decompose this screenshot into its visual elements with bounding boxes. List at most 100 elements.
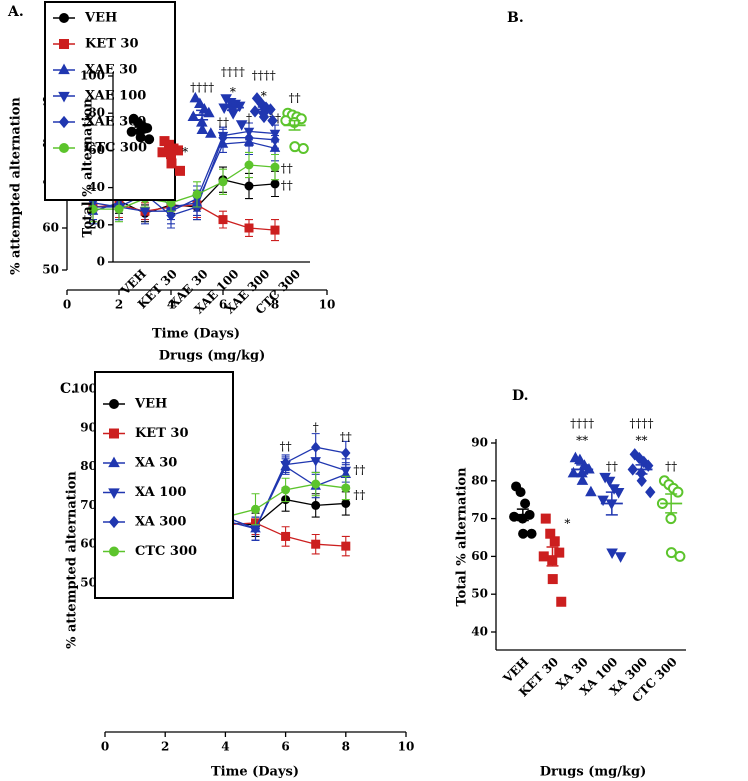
x-tick-label: 10 bbox=[319, 298, 336, 312]
annotation: †††† bbox=[190, 81, 214, 95]
marker bbox=[58, 115, 70, 129]
marker bbox=[643, 459, 654, 472]
marker bbox=[108, 488, 120, 499]
annotation: †† bbox=[217, 116, 229, 130]
marker bbox=[144, 134, 155, 145]
marker bbox=[665, 547, 677, 559]
y-axis-label: % attempted alternation bbox=[9, 97, 24, 275]
error-bar bbox=[165, 144, 178, 154]
annotation: * bbox=[261, 89, 267, 103]
marker bbox=[597, 495, 609, 507]
marker bbox=[189, 91, 202, 103]
marker bbox=[311, 500, 321, 510]
marker bbox=[289, 141, 301, 153]
x-tick-label: 8 bbox=[342, 740, 350, 754]
error-bar bbox=[546, 546, 559, 567]
legend-label: XAE 30 bbox=[85, 63, 137, 78]
marker bbox=[549, 536, 560, 547]
marker bbox=[267, 114, 278, 127]
annotation: †† bbox=[289, 91, 301, 105]
annotation: ** bbox=[636, 434, 648, 448]
series-line bbox=[93, 164, 276, 210]
marker bbox=[672, 486, 684, 498]
marker bbox=[665, 513, 677, 525]
legend-label: XAE 100 bbox=[85, 89, 146, 104]
marker bbox=[109, 428, 119, 439]
marker bbox=[244, 132, 254, 144]
y-tick-label: 90 bbox=[80, 420, 97, 434]
marker bbox=[166, 209, 176, 221]
marker bbox=[280, 457, 291, 469]
marker bbox=[194, 97, 206, 108]
y-tick-label: 40 bbox=[88, 180, 105, 194]
marker bbox=[108, 456, 120, 468]
x-tick-label: 4 bbox=[221, 740, 229, 754]
annotation: * bbox=[564, 516, 570, 530]
annotation: †† bbox=[353, 488, 365, 502]
marker bbox=[574, 453, 586, 465]
marker bbox=[341, 447, 351, 459]
marker bbox=[634, 451, 645, 465]
marker bbox=[250, 523, 261, 535]
legend-label: KET 30 bbox=[135, 426, 189, 441]
marker bbox=[341, 483, 351, 493]
y-tick-label: 60 bbox=[471, 549, 488, 563]
marker bbox=[108, 515, 120, 529]
marker bbox=[114, 204, 124, 214]
marker bbox=[192, 189, 202, 199]
x-tick-label: 2 bbox=[115, 298, 123, 312]
legend-label: CTC 300 bbox=[85, 141, 147, 156]
marker bbox=[603, 476, 616, 488]
error-bar bbox=[196, 109, 209, 121]
y-tick-label: 0 bbox=[97, 255, 105, 269]
x-axis-label: Drugs (mg/kg) bbox=[159, 349, 266, 364]
x-tick-label: 0 bbox=[63, 298, 71, 312]
y-tick-label: 70 bbox=[80, 498, 97, 512]
annotation: †††† bbox=[630, 417, 654, 431]
y-tick-label: 60 bbox=[42, 221, 59, 235]
error-bar bbox=[576, 464, 589, 475]
annotation: * bbox=[230, 85, 236, 99]
annotation: †† bbox=[340, 430, 352, 444]
marker bbox=[520, 498, 531, 509]
x-tick-label: 2 bbox=[161, 740, 169, 754]
legend-label: XA 30 bbox=[135, 456, 177, 471]
annotation: †††† bbox=[252, 69, 276, 83]
marker bbox=[235, 120, 248, 131]
x-tick-label: 6 bbox=[219, 298, 227, 312]
marker bbox=[59, 13, 69, 23]
marker bbox=[218, 177, 228, 187]
annotation: †† bbox=[281, 179, 293, 193]
y-tick-label: 100 bbox=[72, 382, 97, 396]
panel-title: B. bbox=[507, 10, 524, 26]
marker bbox=[175, 165, 185, 176]
legend-label: VEH bbox=[84, 11, 117, 26]
marker bbox=[58, 91, 70, 103]
y-tick-label: 20 bbox=[88, 217, 105, 231]
marker bbox=[59, 143, 69, 153]
y-tick-label: 50 bbox=[80, 576, 97, 590]
error-bar bbox=[516, 508, 529, 522]
x-tick-label: 8 bbox=[271, 298, 279, 312]
marker bbox=[585, 485, 597, 497]
y-axis-label: Total % alternation bbox=[81, 98, 96, 238]
marker bbox=[674, 550, 686, 562]
marker bbox=[341, 541, 351, 551]
marker bbox=[636, 474, 647, 487]
error-bar bbox=[134, 126, 147, 134]
marker bbox=[547, 574, 558, 585]
marker bbox=[567, 466, 580, 478]
x-tick-label: 10 bbox=[398, 740, 415, 754]
marker bbox=[139, 207, 151, 218]
error-bar bbox=[257, 106, 270, 113]
annotation: †††† bbox=[570, 417, 594, 431]
y-axis-label: % attempted alternation bbox=[65, 471, 80, 649]
panel-title: A. bbox=[7, 4, 24, 20]
marker bbox=[166, 158, 177, 169]
y-tick-label: 50 bbox=[42, 263, 59, 277]
marker bbox=[244, 223, 254, 233]
marker bbox=[606, 548, 618, 560]
y-tick-label: 90 bbox=[471, 436, 488, 450]
marker bbox=[109, 546, 119, 557]
